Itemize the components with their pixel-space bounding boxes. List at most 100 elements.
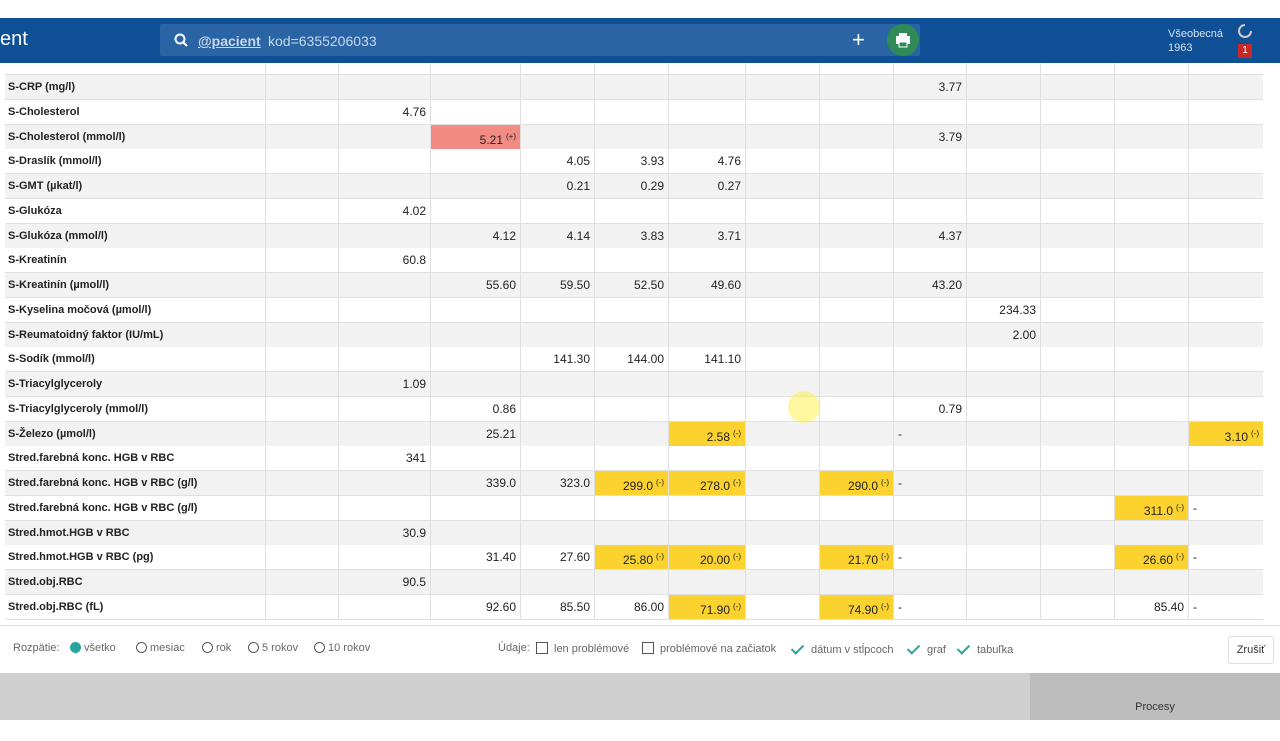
- table-cell: [1114, 149, 1188, 174]
- table-cell: [745, 273, 819, 297]
- cell-value: -: [898, 550, 902, 565]
- table-cell: [1188, 273, 1263, 297]
- range-icon: [70, 642, 81, 653]
- cell-value: 290.0: [847, 479, 878, 493]
- row-name: S-Sodík (mmol/l): [8, 353, 95, 366]
- table-cell: [1040, 471, 1114, 495]
- taskbar: Procesy: [0, 673, 1280, 720]
- data-option[interactable]: dátum v stĺpcoch: [790, 641, 894, 656]
- range-option[interactable]: mesiac: [136, 642, 185, 654]
- table-cell: [338, 174, 430, 198]
- table-cell: [819, 124, 893, 149]
- table-cell: [430, 570, 520, 594]
- table-cell: [338, 347, 430, 372]
- table-cell: [1188, 570, 1263, 594]
- table-cell: [1114, 570, 1188, 594]
- table-cell: 27.60: [520, 545, 594, 570]
- table-cell: [1040, 545, 1114, 570]
- row-name: Stred.farebná konc. HGB v RBC: [8, 452, 175, 465]
- table-cell: [668, 248, 745, 273]
- table-cell: [745, 520, 819, 545]
- table-cell: [1114, 421, 1188, 446]
- table-cell: 2.00: [966, 322, 1040, 347]
- table-cell: [520, 570, 594, 594]
- table-cell: [430, 75, 520, 99]
- table-cell: [265, 520, 338, 545]
- table-cell: [1040, 149, 1114, 174]
- cell-value: -: [898, 599, 902, 614]
- table-cell: [594, 124, 668, 149]
- data-option[interactable]: len problémové: [536, 642, 629, 655]
- print-button[interactable]: [887, 24, 919, 56]
- table-cell: 4.37: [893, 223, 966, 248]
- table-cell: [1040, 594, 1114, 619]
- range-option[interactable]: 10 rokov: [314, 642, 370, 654]
- table-cell: [338, 471, 430, 495]
- cancel-button[interactable]: Zrušiť: [1228, 636, 1274, 664]
- processes[interactable]: Procesy: [1030, 673, 1280, 720]
- cell-border: [668, 63, 745, 75]
- table-cell: 86.00: [594, 594, 668, 619]
- table-cell: [966, 149, 1040, 174]
- table-cell: [265, 248, 338, 273]
- table-cell: [1040, 297, 1114, 322]
- table-cell: [668, 446, 745, 471]
- table-cell: [819, 570, 893, 594]
- table-cell: 3.10 (-): [1188, 421, 1263, 446]
- table-cell: [265, 372, 338, 396]
- table-cell: [1114, 322, 1188, 347]
- table-cell: [594, 446, 668, 471]
- refresh-icon[interactable]: [1236, 22, 1254, 40]
- range-label: všetko: [84, 642, 116, 654]
- table-cell: [668, 75, 745, 99]
- range-option[interactable]: rok: [202, 642, 231, 654]
- table-cell: 49.60: [668, 273, 745, 297]
- table-cell: 0.79: [893, 396, 966, 421]
- table-cell: -: [893, 421, 966, 446]
- table-cell: [1040, 421, 1114, 446]
- table-cell: [893, 322, 966, 347]
- cell-value: 2.58: [706, 429, 730, 444]
- table-cell: [430, 495, 520, 520]
- table-cell: [819, 520, 893, 545]
- table-cell: [265, 495, 338, 520]
- cell-value: -: [1193, 599, 1197, 614]
- table-cell: [745, 347, 819, 372]
- search-box[interactable]: @pacient kod=6355206033 +: [160, 24, 920, 56]
- table-cell: [966, 198, 1040, 223]
- table-row: S-Draslík (mmol/l) 4.05 3.93 4.76: [5, 149, 1263, 175]
- table-cell: [338, 545, 430, 570]
- table-cell: [668, 372, 745, 396]
- table-cell: [745, 446, 819, 471]
- table-cell: [265, 198, 338, 223]
- table-row: S-Kreatinín (µmol/l) 55.60 59.50 52.50 49.60…: [5, 273, 1263, 298]
- table-cell: 3.71: [668, 223, 745, 248]
- row-name: Stred.farebná konc. HGB v RBC (g/l): [8, 501, 198, 514]
- cell-flag: (-): [881, 601, 889, 611]
- table-cell: [1040, 273, 1114, 297]
- table-cell: [338, 124, 430, 149]
- table-cell: [1040, 248, 1114, 273]
- table-cell: [668, 495, 745, 520]
- cell-flag: (-): [733, 601, 741, 611]
- table-row: Stred.obj.RBC 90.5: [5, 570, 1263, 595]
- table-cell: [1114, 372, 1188, 396]
- table-cell: [819, 223, 893, 248]
- table-cell: [668, 570, 745, 594]
- row-name: Stred.farebná konc. HGB v RBC (g/l): [8, 477, 198, 489]
- table-cell: -: [1188, 594, 1263, 619]
- data-option[interactable]: tabuľka: [956, 641, 1013, 656]
- table-row: Stred.hmot.HGB v RBC (pg) 31.40 27.60 25.80…: [5, 545, 1263, 571]
- data-option[interactable]: graf: [906, 641, 946, 656]
- data-icon: [642, 642, 654, 654]
- add-button[interactable]: +: [852, 27, 865, 52]
- range-label: 10 rokov: [328, 642, 371, 654]
- table-cell: 4.76: [668, 149, 745, 174]
- table-cell: 144.00: [594, 347, 668, 372]
- table-cell: [745, 248, 819, 273]
- data-option[interactable]: problémové na začiatok: [642, 642, 776, 655]
- range-option[interactable]: 5 rokov: [248, 642, 298, 654]
- user-info: Všeobecná 1963: [1168, 27, 1223, 55]
- table-cell: [745, 594, 819, 619]
- range-option[interactable]: všetko: [70, 642, 116, 654]
